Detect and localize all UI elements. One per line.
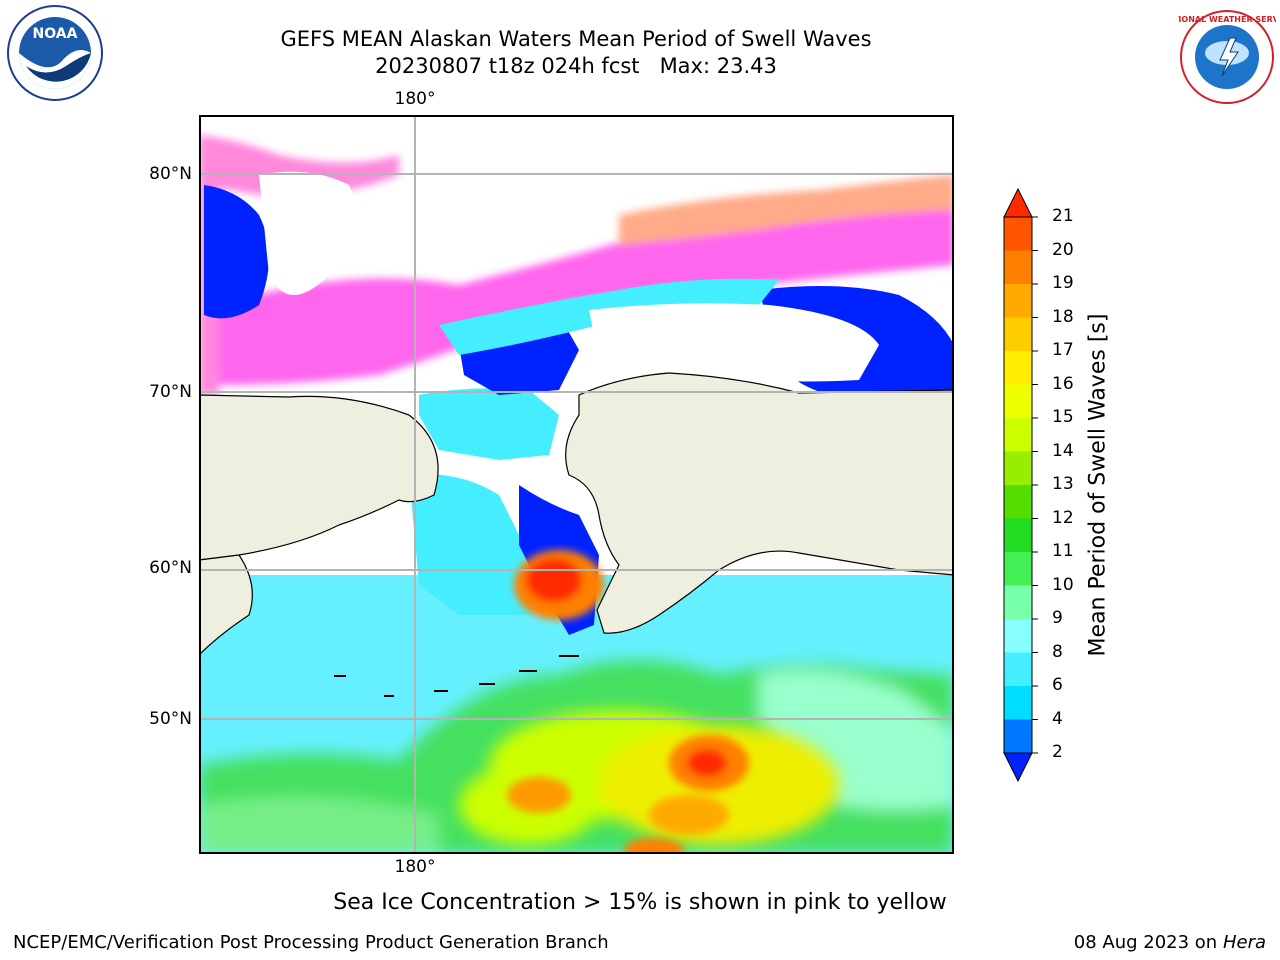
lat-label-60n: 60°N [149,558,192,578]
chart-title: GEFS MEAN Alaskan Waters Mean Period of … [280,27,872,51]
colorbar-segment [1004,451,1032,486]
colorbar-tick-label: 15 [1052,407,1074,427]
sea-ice-note: Sea Ice Concentration > 15% is shown in … [333,890,947,915]
colorbar-segment [1004,351,1032,385]
colorbar-tick-label: 6 [1052,675,1063,695]
colorbar-segment [1004,719,1032,754]
footer-date: 08 Aug 2023 on Hera [1074,932,1266,953]
colorbar-segment [1004,619,1032,653]
colorbar-min-arrow [1003,752,1033,783]
colorbar-label: Mean Period of Swell Waves [s] [1085,313,1111,657]
colorbar-tick-label: 4 [1052,708,1063,729]
map-panel [199,115,954,854]
colorbar-tick-label: 11 [1052,541,1074,561]
aleutian-islands [334,655,579,697]
noaa-logo: NOAA [7,5,103,101]
colorbar-tick-label: 10 [1052,574,1074,595]
lon-label-top: 180° [394,89,436,109]
colorbar-tick-label: 12 [1052,507,1074,528]
lat-label-50n: 50°N [149,709,192,729]
colorbar-tick-label: 20 [1052,239,1074,260]
map-border [199,115,954,854]
colorbar-tick-label: 18 [1052,306,1074,327]
colorbar-segment [1004,317,1032,352]
bering-sea-cyan [409,474,549,615]
colorbar-tick-label: 17 [1052,340,1074,360]
colorbar-segment [1004,686,1032,720]
footer-host: Hera [1222,932,1266,953]
beaufort-open [589,303,879,382]
footer-on-text: on [1194,932,1218,953]
colorbar-tick-label: 2 [1052,742,1063,762]
colorbar [1003,187,1038,783]
swell-field-orange [507,735,749,854]
colorbar-segment [1004,552,1032,586]
lon-label-bottom: 180° [394,857,436,877]
colorbar-max-arrow [1003,187,1033,218]
colorbar-tick-label: 19 [1052,273,1074,293]
bristol-bay-hotspot [514,550,604,620]
noaa-logo-text: NOAA [33,26,78,42]
chart-subtitle: 20230807 t18z 024h fcst Max: 23.43 [375,54,777,78]
colorbar-tick-label: 13 [1052,474,1074,494]
colorbar-segment [1004,250,1032,285]
colorbar-segment [1004,418,1032,452]
nws-logo: NATIONAL WEATHER SERVICE [1178,10,1276,104]
colorbar-tick-label: 14 [1052,440,1074,461]
chukchi-sea [419,388,559,460]
arctic-open [259,171,356,295]
land-masses [199,372,954,656]
colorbar-segment [1004,384,1032,419]
colorbar-tick-label: 21 [1052,206,1074,226]
colorbar-segment [1004,518,1032,553]
nws-logo-text: NATIONAL WEATHER SERVICE [1178,15,1276,24]
footer-date-text: 08 Aug 2023 [1073,932,1190,953]
colorbar-segment [1004,652,1032,687]
colorbar-tick-label: 9 [1052,608,1063,628]
colorbar-segment [1004,585,1032,620]
lat-label-70n: 70°N [149,382,192,402]
colorbar-tick-label: 16 [1052,373,1074,394]
colorbar-segment [1004,217,1032,251]
colorbar-segment [1004,284,1032,318]
lat-label-80n: 80°N [149,164,192,184]
colorbar-tick-label: 8 [1052,641,1063,662]
graticule [199,115,954,854]
colorbar-segment [1004,485,1032,519]
footer-branch: NCEP/EMC/Verification Post Processing Pr… [13,932,609,953]
